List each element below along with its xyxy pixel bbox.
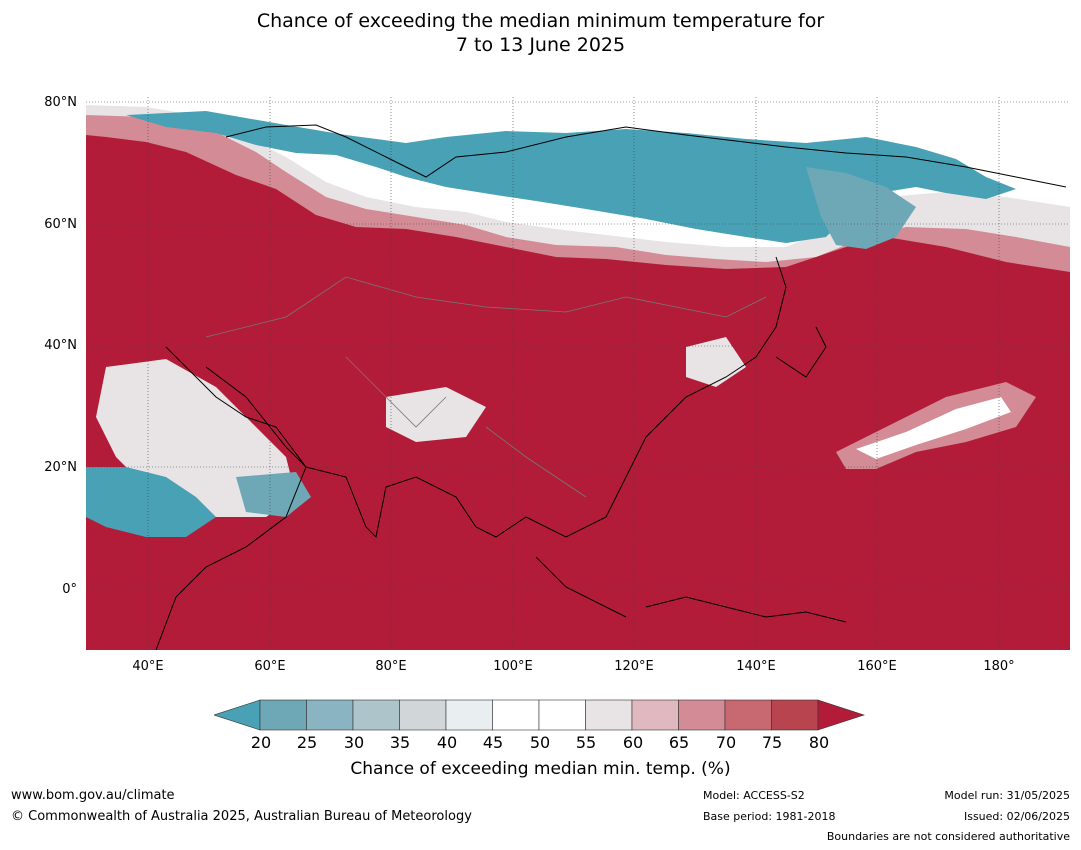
- footer-model-run: Model run: 31/05/2025: [944, 789, 1070, 802]
- colorbar-cell: [306, 699, 354, 731]
- lat-label-60n: 60°N: [44, 217, 77, 232]
- lon-label-120e: 120°E: [614, 659, 654, 674]
- anomaly-map: [86, 97, 1070, 650]
- colorbar-tick-45: 45: [482, 733, 504, 752]
- colorbar-tick-50: 50: [529, 733, 551, 752]
- coastlines: [155, 124, 1067, 650]
- colorbar-cell: [585, 699, 633, 731]
- region-pacific-white: [856, 397, 1011, 459]
- colorbar-cell: [445, 699, 493, 731]
- map-title-line-2: 7 to 13 June 2025: [455, 34, 626, 56]
- colorbar-tick-55: 55: [575, 733, 597, 752]
- footer-base-period: Base period: 1981-2018: [703, 810, 836, 823]
- region-east-asia-white: [686, 337, 746, 387]
- lat-label-40n: 40°N: [44, 338, 77, 353]
- colorbar-extend-high: [817, 699, 865, 731]
- colorbar-tick-30: 30: [343, 733, 365, 752]
- colorbar-cell: [538, 699, 586, 731]
- colorbar-label: Chance of exceeding median min. temp. (%…: [350, 759, 731, 779]
- footer-model: Model: ACCESS-S2: [703, 789, 805, 802]
- colorbar-tick-60: 60: [622, 733, 644, 752]
- colorbar-tick-25: 25: [296, 733, 318, 752]
- colorbar-cell: [399, 699, 447, 731]
- footer-website: www.bom.gov.au/climate: [11, 788, 175, 803]
- borders: [205, 276, 767, 498]
- region-cold-east: [806, 167, 916, 249]
- footer-copyright: © Commonwealth of Australia 2025, Austra…: [11, 809, 472, 824]
- colorbar-tick-40: 40: [436, 733, 458, 752]
- lon-label-140e: 140°E: [736, 659, 776, 674]
- lon-label-100e: 100°E: [493, 659, 533, 674]
- colorbar-tick-70: 70: [715, 733, 737, 752]
- lat-label-20n: 20°N: [44, 460, 77, 475]
- colorbar-tick-75: 75: [761, 733, 783, 752]
- lon-label-80e: 80°E: [375, 659, 407, 674]
- lat-label-80n: 80°N: [44, 95, 77, 110]
- region-tibet-white: [386, 387, 486, 442]
- colorbar-tick-80: 80: [808, 733, 830, 752]
- region-cold-siberia: [126, 111, 1016, 243]
- colorbar-tick-35: 35: [389, 733, 411, 752]
- colorbar-cell: [259, 699, 307, 731]
- colorbar-cell: [724, 699, 772, 731]
- footer-issued: Issued: 02/06/2025: [963, 810, 1070, 823]
- colorbar-cell: [352, 699, 400, 731]
- region-arabia-cold-2: [236, 472, 311, 517]
- colorbar-cell: [492, 699, 540, 731]
- colorbar: [214, 699, 865, 731]
- colorbar-cell: [631, 699, 679, 731]
- colorbar-tick-20: 20: [250, 733, 272, 752]
- map-title-line-1: Chance of exceeding the median minimum t…: [256, 10, 825, 32]
- colorbar-cell: [678, 699, 726, 731]
- lat-label-0: 0°: [62, 582, 77, 597]
- footer-disclaimer: Boundaries are not considered authoritat…: [826, 830, 1070, 843]
- lon-label-60e: 60°E: [254, 659, 286, 674]
- lon-label-40e: 40°E: [132, 659, 164, 674]
- graticule: [86, 97, 1070, 650]
- colorbar-tick-65: 65: [668, 733, 690, 752]
- colorbar-cell: [771, 699, 819, 731]
- region-arabia-cold: [86, 467, 216, 537]
- lon-label-160e: 160°E: [857, 659, 897, 674]
- colorbar-extend-low: [214, 699, 261, 731]
- lon-label-180: 180°: [983, 659, 1015, 674]
